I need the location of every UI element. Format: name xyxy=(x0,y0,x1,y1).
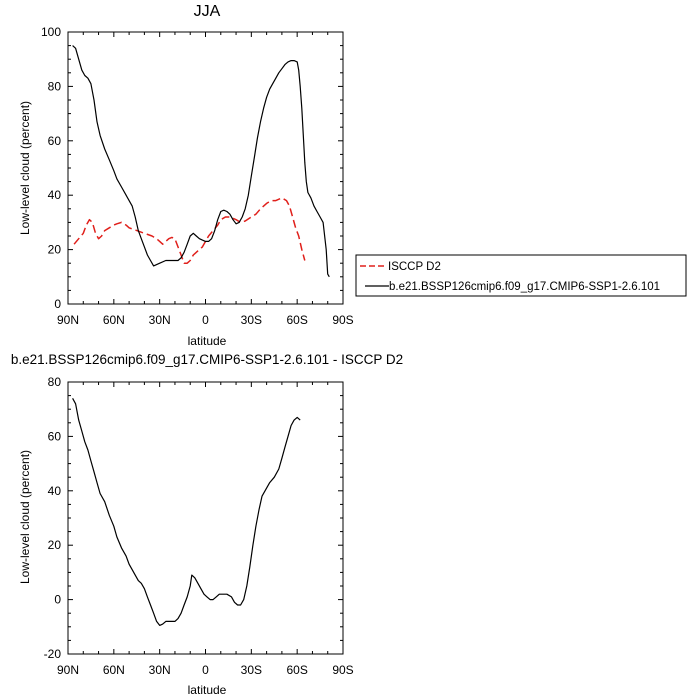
bottom-y-tick-label: 0 xyxy=(54,593,61,607)
top-y-axis-label: Low-level cloud (percent) xyxy=(18,101,32,235)
bottom-x-tick-label: 60S xyxy=(286,663,307,677)
legend-label-model: b.e21.BSSP126cmip6.f09_g17.CMIP6-SSP1-2.… xyxy=(389,281,660,293)
bottom-y-axis-label: Low-level cloud (percent) xyxy=(18,450,32,584)
top-panel: JJA Low-level cloud (percent) latitude 9… xyxy=(18,3,354,348)
top-x-tick-label: 90S xyxy=(332,313,353,327)
legend: ISCCP D2 b.e21.BSSP126cmip6.f09_g17.CMIP… xyxy=(355,254,687,297)
top-chart-title: JJA xyxy=(194,3,221,20)
bottom-x-tick-label: 0 xyxy=(202,663,209,677)
top-x-axis-label: latitude xyxy=(188,334,227,348)
bottom-plot-area: 90N 60N 30N 0 30S 60S 90S -20 0 20 40 60 80 xyxy=(44,375,354,677)
top-y-tick-label: 60 xyxy=(48,134,62,148)
legend-box xyxy=(355,254,687,297)
bottom-x-axis-label: latitude xyxy=(188,683,227,697)
top-x-tick-label: 30S xyxy=(241,313,262,327)
bottom-x-tick-label: 60N xyxy=(103,663,125,677)
top-series-line-1 xyxy=(72,45,330,278)
bottom-panel: b.e21.BSSP126cmip6.f09_g17.CMIP6-SSP1-2.… xyxy=(11,352,403,697)
top-y-tick-label: 20 xyxy=(48,243,62,257)
legend-label-isccp: ISCCP D2 xyxy=(388,261,441,273)
bottom-y-tick-label: 20 xyxy=(48,538,62,552)
bottom-x-tick-label: 90S xyxy=(332,663,353,677)
top-y-tick-label: 80 xyxy=(48,79,62,93)
top-x-tick-label: 0 xyxy=(202,313,209,327)
bottom-y-tick-label: -20 xyxy=(44,647,62,661)
bottom-x-tick-label: 30N xyxy=(149,663,171,677)
bottom-plot-frame xyxy=(67,381,344,655)
top-y-tick-label: 0 xyxy=(54,297,61,311)
top-y-tick-label: 100 xyxy=(41,25,61,39)
top-x-tick-label: 60S xyxy=(286,313,307,327)
bottom-x-tick-label: 30S xyxy=(241,663,262,677)
top-series-line-0 xyxy=(73,197,306,264)
top-x-tick-label: 90N xyxy=(57,313,79,327)
top-y-tick-label: 40 xyxy=(48,188,62,202)
bottom-series-line-0 xyxy=(72,398,301,626)
bottom-x-tick-label: 90N xyxy=(57,663,79,677)
top-plot-area: 90N 60N 30N 0 30S 60S 90S 0 20 40 60 80 100 xyxy=(41,25,354,327)
bottom-y-tick-label: 60 xyxy=(48,429,62,443)
bottom-chart-title: b.e21.BSSP126cmip6.f09_g17.CMIP6-SSP1-2.… xyxy=(11,352,403,367)
top-x-tick-label: 30N xyxy=(149,313,171,327)
bottom-y-tick-label: 80 xyxy=(48,375,62,389)
top-x-tick-label: 60N xyxy=(103,313,125,327)
bottom-y-tick-label: 40 xyxy=(48,484,62,498)
top-plot-frame xyxy=(67,31,344,305)
